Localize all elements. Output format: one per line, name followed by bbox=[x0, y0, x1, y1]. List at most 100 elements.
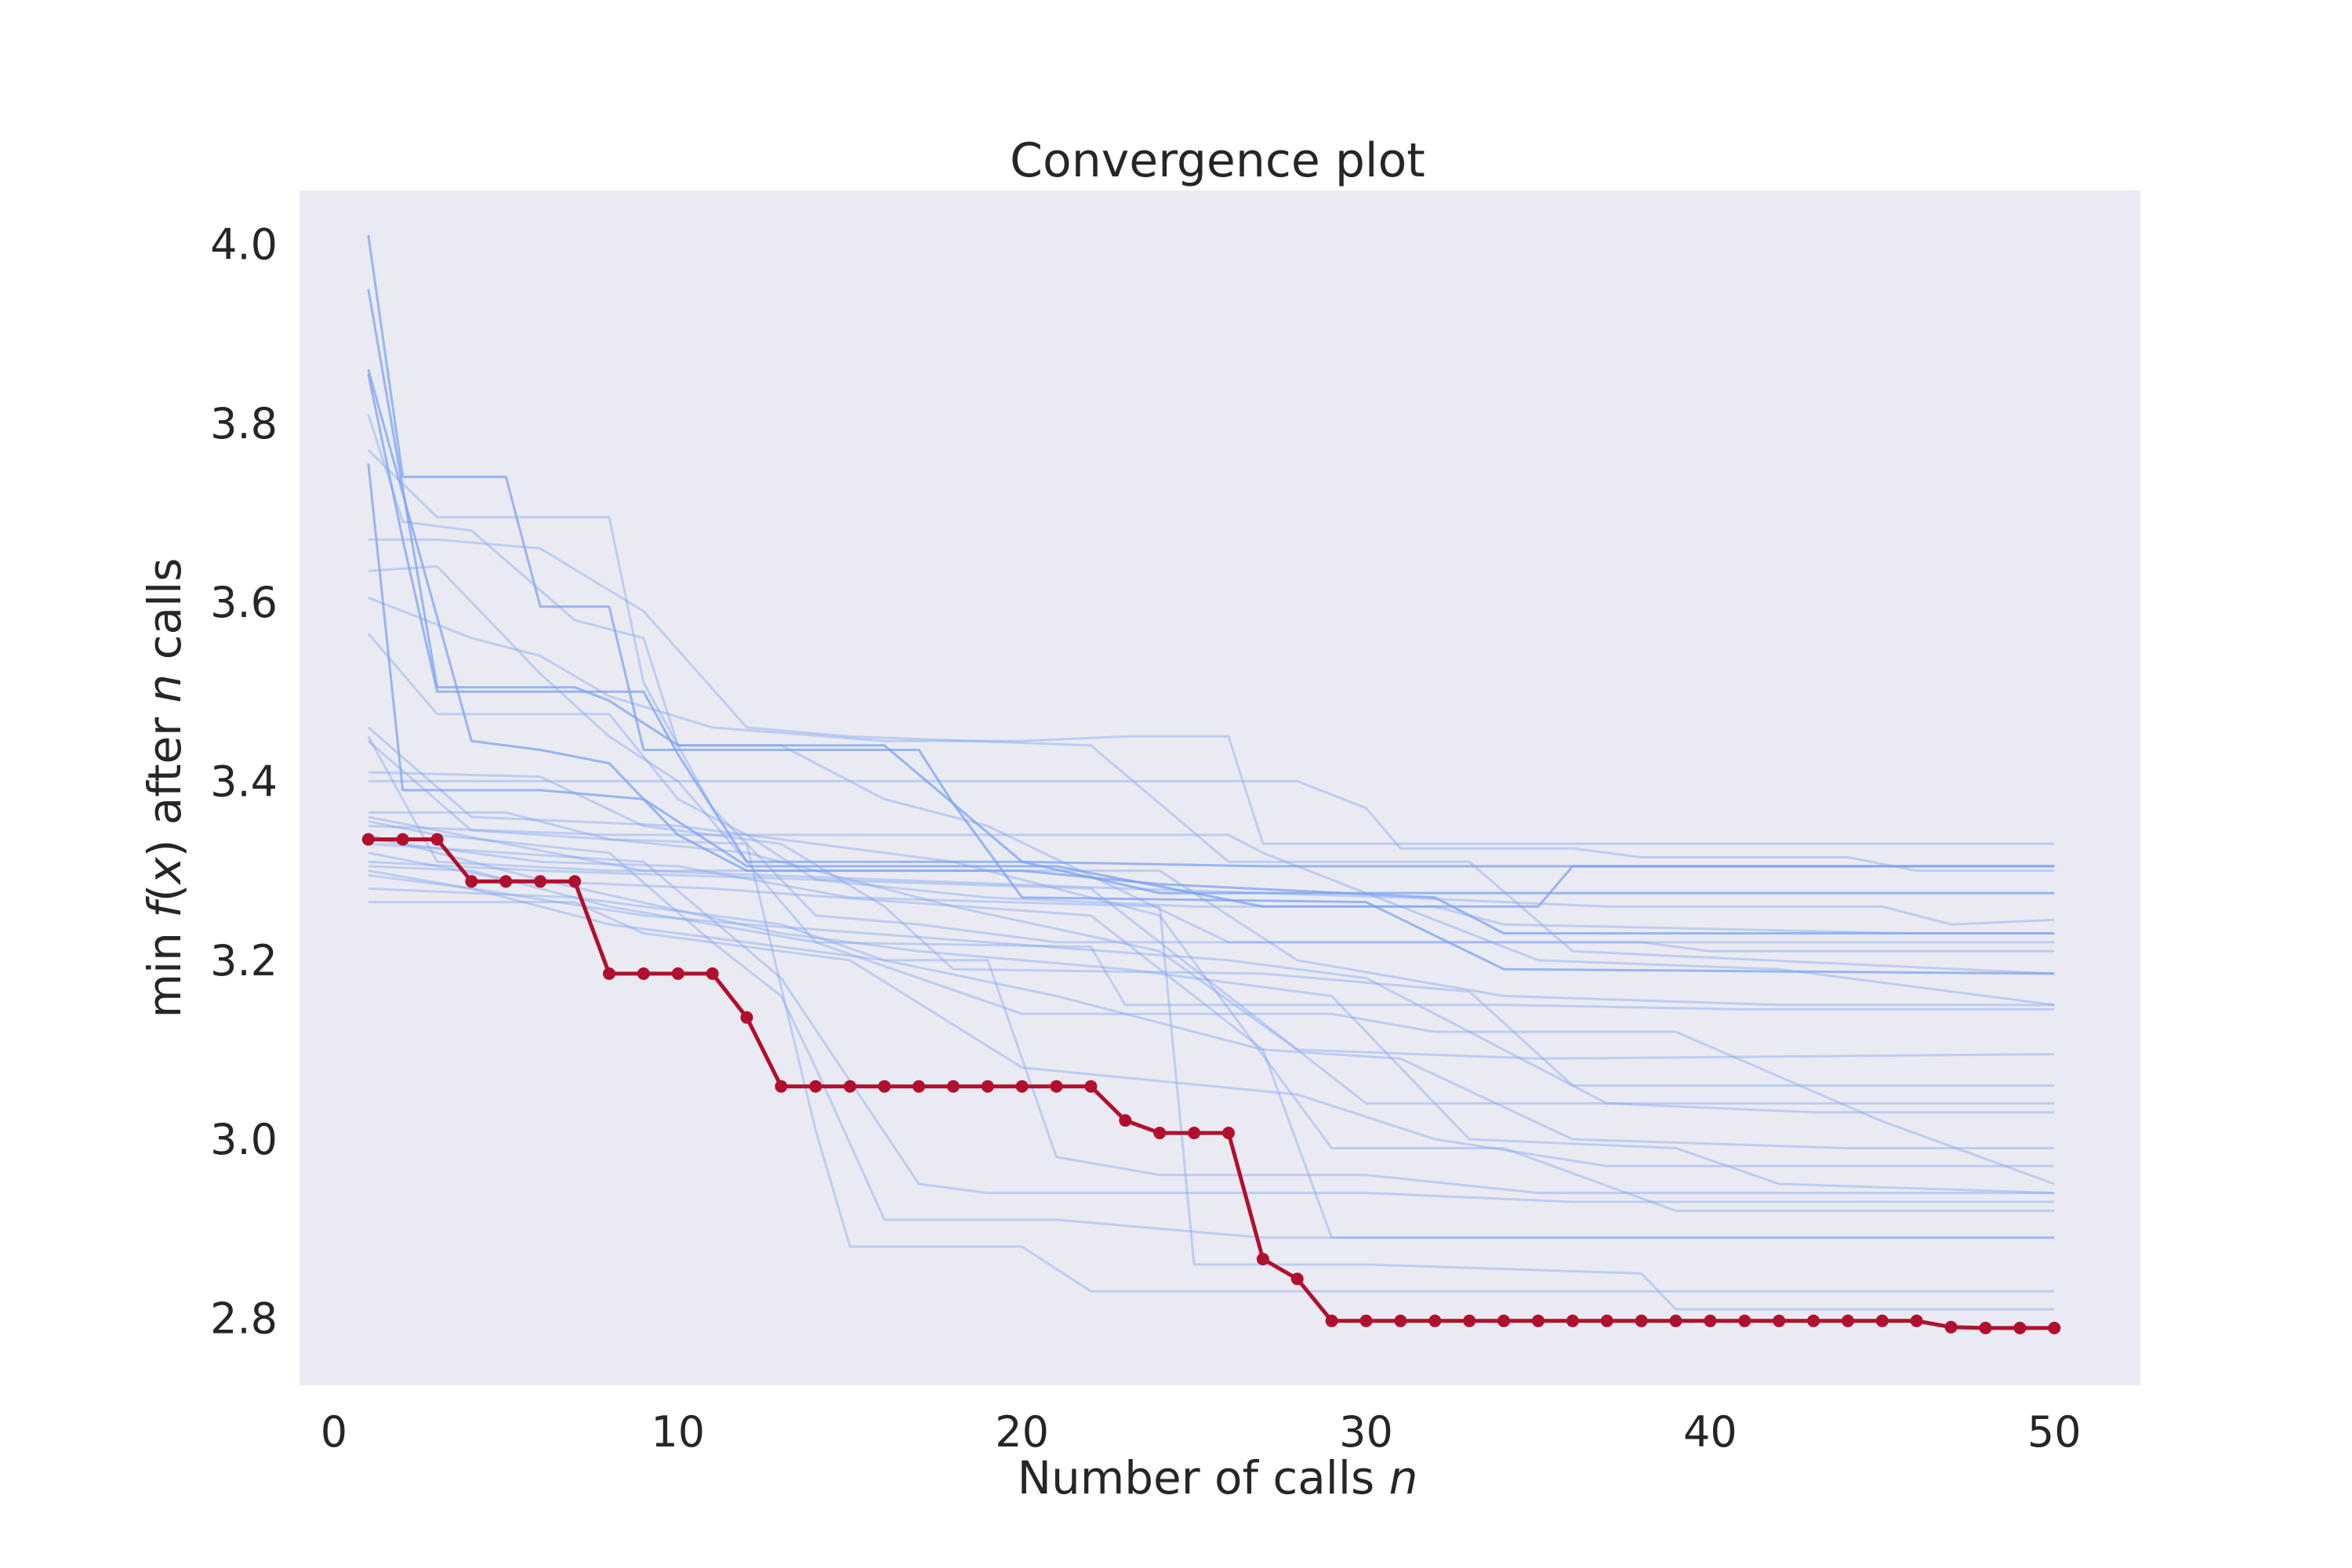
run-trace-line bbox=[367, 633, 2055, 1105]
best-series-point bbox=[1084, 1080, 1098, 1093]
best-series-point bbox=[465, 875, 478, 888]
y-tick-labels: 2.8 3.0 3.2 3.4 3.6 3.8 4.0 bbox=[210, 220, 278, 1343]
best-series-point bbox=[1359, 1314, 1373, 1327]
best-series-point bbox=[361, 833, 375, 846]
best-series-point bbox=[568, 875, 582, 888]
best-series-point bbox=[671, 967, 684, 980]
run-trace-line bbox=[367, 735, 2055, 1007]
run-trace-line bbox=[368, 838, 2055, 1311]
run-trace-line bbox=[368, 865, 2055, 1185]
best-series-point bbox=[1875, 1314, 1889, 1327]
best-series bbox=[361, 833, 2061, 1334]
y-tick-label: 3.8 bbox=[210, 399, 278, 448]
x-tick-label: 10 bbox=[651, 1407, 705, 1457]
best-series-point bbox=[1600, 1314, 1613, 1327]
x-axis-label: Number of calls n bbox=[1018, 1451, 1418, 1504]
best-series-point bbox=[430, 833, 444, 846]
y-tick-label: 3.6 bbox=[210, 578, 278, 627]
best-series-point bbox=[844, 1080, 857, 1093]
y-tick-label: 4.0 bbox=[210, 220, 278, 269]
run-trace-line bbox=[367, 726, 2055, 1212]
best-series-point bbox=[1050, 1080, 1063, 1093]
best-series-point bbox=[1979, 1321, 1992, 1334]
best-series-point bbox=[1704, 1314, 1717, 1327]
best-series-point bbox=[1738, 1314, 1751, 1327]
best-series-point bbox=[1153, 1127, 1167, 1140]
x-tick-label: 30 bbox=[1339, 1407, 1393, 1457]
best-series-point bbox=[1015, 1080, 1029, 1093]
run-trace-line bbox=[368, 901, 2055, 1167]
best-series-point bbox=[603, 967, 615, 980]
run-trace-line bbox=[368, 887, 2055, 1240]
x-tick-label: 20 bbox=[995, 1407, 1049, 1457]
run-trace-line bbox=[368, 597, 2055, 845]
best-series-point bbox=[2013, 1321, 2027, 1334]
best-series-point bbox=[2048, 1321, 2061, 1334]
run-trace-line bbox=[368, 825, 2055, 1007]
y-tick-label: 3.0 bbox=[210, 1115, 278, 1164]
best-series-point bbox=[1222, 1127, 1235, 1140]
best-series-point bbox=[706, 967, 719, 980]
best-series-point bbox=[809, 1080, 822, 1093]
best-series-point bbox=[1463, 1314, 1476, 1327]
best-series-point bbox=[1807, 1314, 1820, 1327]
run-trace-line bbox=[367, 463, 2055, 908]
best-series-point bbox=[499, 875, 513, 888]
run-trace-line bbox=[367, 413, 2055, 944]
best-series-point bbox=[1290, 1272, 1304, 1286]
x-tick-label: 50 bbox=[2027, 1407, 2082, 1457]
run-trace-line bbox=[368, 779, 2055, 873]
y-tick-label: 3.4 bbox=[210, 757, 278, 806]
run-trace-line bbox=[368, 565, 2055, 1011]
x-tick-label: 0 bbox=[321, 1407, 347, 1457]
run-trace-line bbox=[368, 869, 2055, 1114]
best-series-point bbox=[913, 1080, 925, 1093]
best-series-point bbox=[1944, 1320, 1958, 1334]
best-series-point bbox=[878, 1080, 891, 1093]
x-tick-label: 40 bbox=[1683, 1407, 1737, 1457]
run-trace-line bbox=[368, 538, 2055, 975]
run-trace-line bbox=[368, 842, 2055, 1203]
individual-runs bbox=[367, 234, 2055, 1311]
best-series-point bbox=[775, 1080, 788, 1093]
best-series-point bbox=[1497, 1314, 1511, 1327]
run-trace-line bbox=[368, 811, 2055, 1293]
run-trace-line bbox=[368, 873, 2055, 1195]
best-series-point bbox=[1910, 1314, 1923, 1327]
x-tick-labels: 0 10 20 30 40 50 bbox=[321, 1407, 2082, 1457]
run-trace-line bbox=[368, 860, 2055, 935]
y-tick-label: 2.8 bbox=[210, 1294, 278, 1343]
best-series-point bbox=[1566, 1314, 1579, 1327]
run-trace-line bbox=[367, 449, 2055, 953]
best-series-point bbox=[534, 875, 547, 888]
y-tick-label: 3.2 bbox=[210, 936, 278, 985]
run-trace-line bbox=[368, 815, 2055, 926]
best-series-point bbox=[1325, 1314, 1338, 1327]
best-series-point bbox=[946, 1080, 960, 1093]
plot-area bbox=[299, 191, 2140, 1385]
run-trace-line bbox=[368, 833, 2055, 1195]
run-trace-line bbox=[367, 289, 2055, 975]
best-series-point bbox=[1773, 1314, 1786, 1327]
best-series-point bbox=[1635, 1314, 1648, 1327]
run-trace-line bbox=[368, 820, 2055, 1240]
best-series-point bbox=[396, 833, 409, 846]
best-series-point bbox=[1428, 1314, 1442, 1327]
run-trace-line bbox=[368, 771, 2055, 1087]
best-series-point bbox=[1188, 1127, 1201, 1140]
best-series-point bbox=[1394, 1314, 1407, 1327]
best-series-point bbox=[740, 1011, 753, 1024]
best-series-point bbox=[1256, 1253, 1269, 1265]
best-series-point bbox=[1842, 1314, 1854, 1327]
y-axis-label: min f(x) after n calls bbox=[138, 557, 191, 1018]
best-series-point bbox=[981, 1080, 994, 1093]
best-series-point bbox=[1119, 1114, 1132, 1127]
best-series-point bbox=[1669, 1314, 1682, 1327]
run-trace-line bbox=[367, 234, 2055, 868]
chart-title: Convergence plot bbox=[1010, 133, 1425, 188]
run-trace-line bbox=[367, 739, 2055, 1060]
run-trace-line bbox=[367, 368, 2055, 935]
best-series-point bbox=[1532, 1314, 1544, 1327]
best-series-point bbox=[637, 967, 650, 980]
